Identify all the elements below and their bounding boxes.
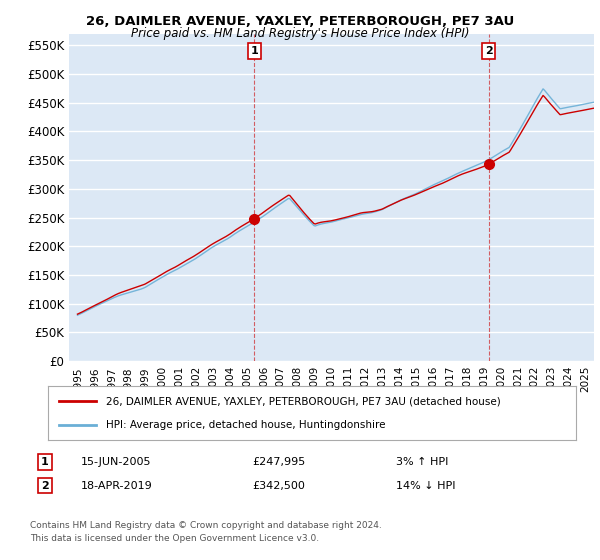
Text: £342,500: £342,500: [252, 480, 305, 491]
Text: This data is licensed under the Open Government Licence v3.0.: This data is licensed under the Open Gov…: [30, 534, 319, 543]
Text: 2: 2: [41, 480, 49, 491]
Text: 26, DAIMLER AVENUE, YAXLEY, PETERBOROUGH, PE7 3AU (detached house): 26, DAIMLER AVENUE, YAXLEY, PETERBOROUGH…: [106, 396, 501, 407]
Text: £247,995: £247,995: [252, 457, 305, 467]
Text: 1: 1: [41, 457, 49, 467]
Text: Price paid vs. HM Land Registry's House Price Index (HPI): Price paid vs. HM Land Registry's House …: [131, 27, 469, 40]
Text: Contains HM Land Registry data © Crown copyright and database right 2024.: Contains HM Land Registry data © Crown c…: [30, 521, 382, 530]
Text: HPI: Average price, detached house, Huntingdonshire: HPI: Average price, detached house, Hunt…: [106, 419, 386, 430]
Text: 2: 2: [485, 46, 493, 56]
Text: 1: 1: [251, 46, 259, 56]
Text: 14% ↓ HPI: 14% ↓ HPI: [396, 480, 455, 491]
Text: 26, DAIMLER AVENUE, YAXLEY, PETERBOROUGH, PE7 3AU: 26, DAIMLER AVENUE, YAXLEY, PETERBOROUGH…: [86, 15, 514, 27]
Text: 3% ↑ HPI: 3% ↑ HPI: [396, 457, 448, 467]
Text: 15-JUN-2005: 15-JUN-2005: [81, 457, 151, 467]
Text: 18-APR-2019: 18-APR-2019: [81, 480, 153, 491]
